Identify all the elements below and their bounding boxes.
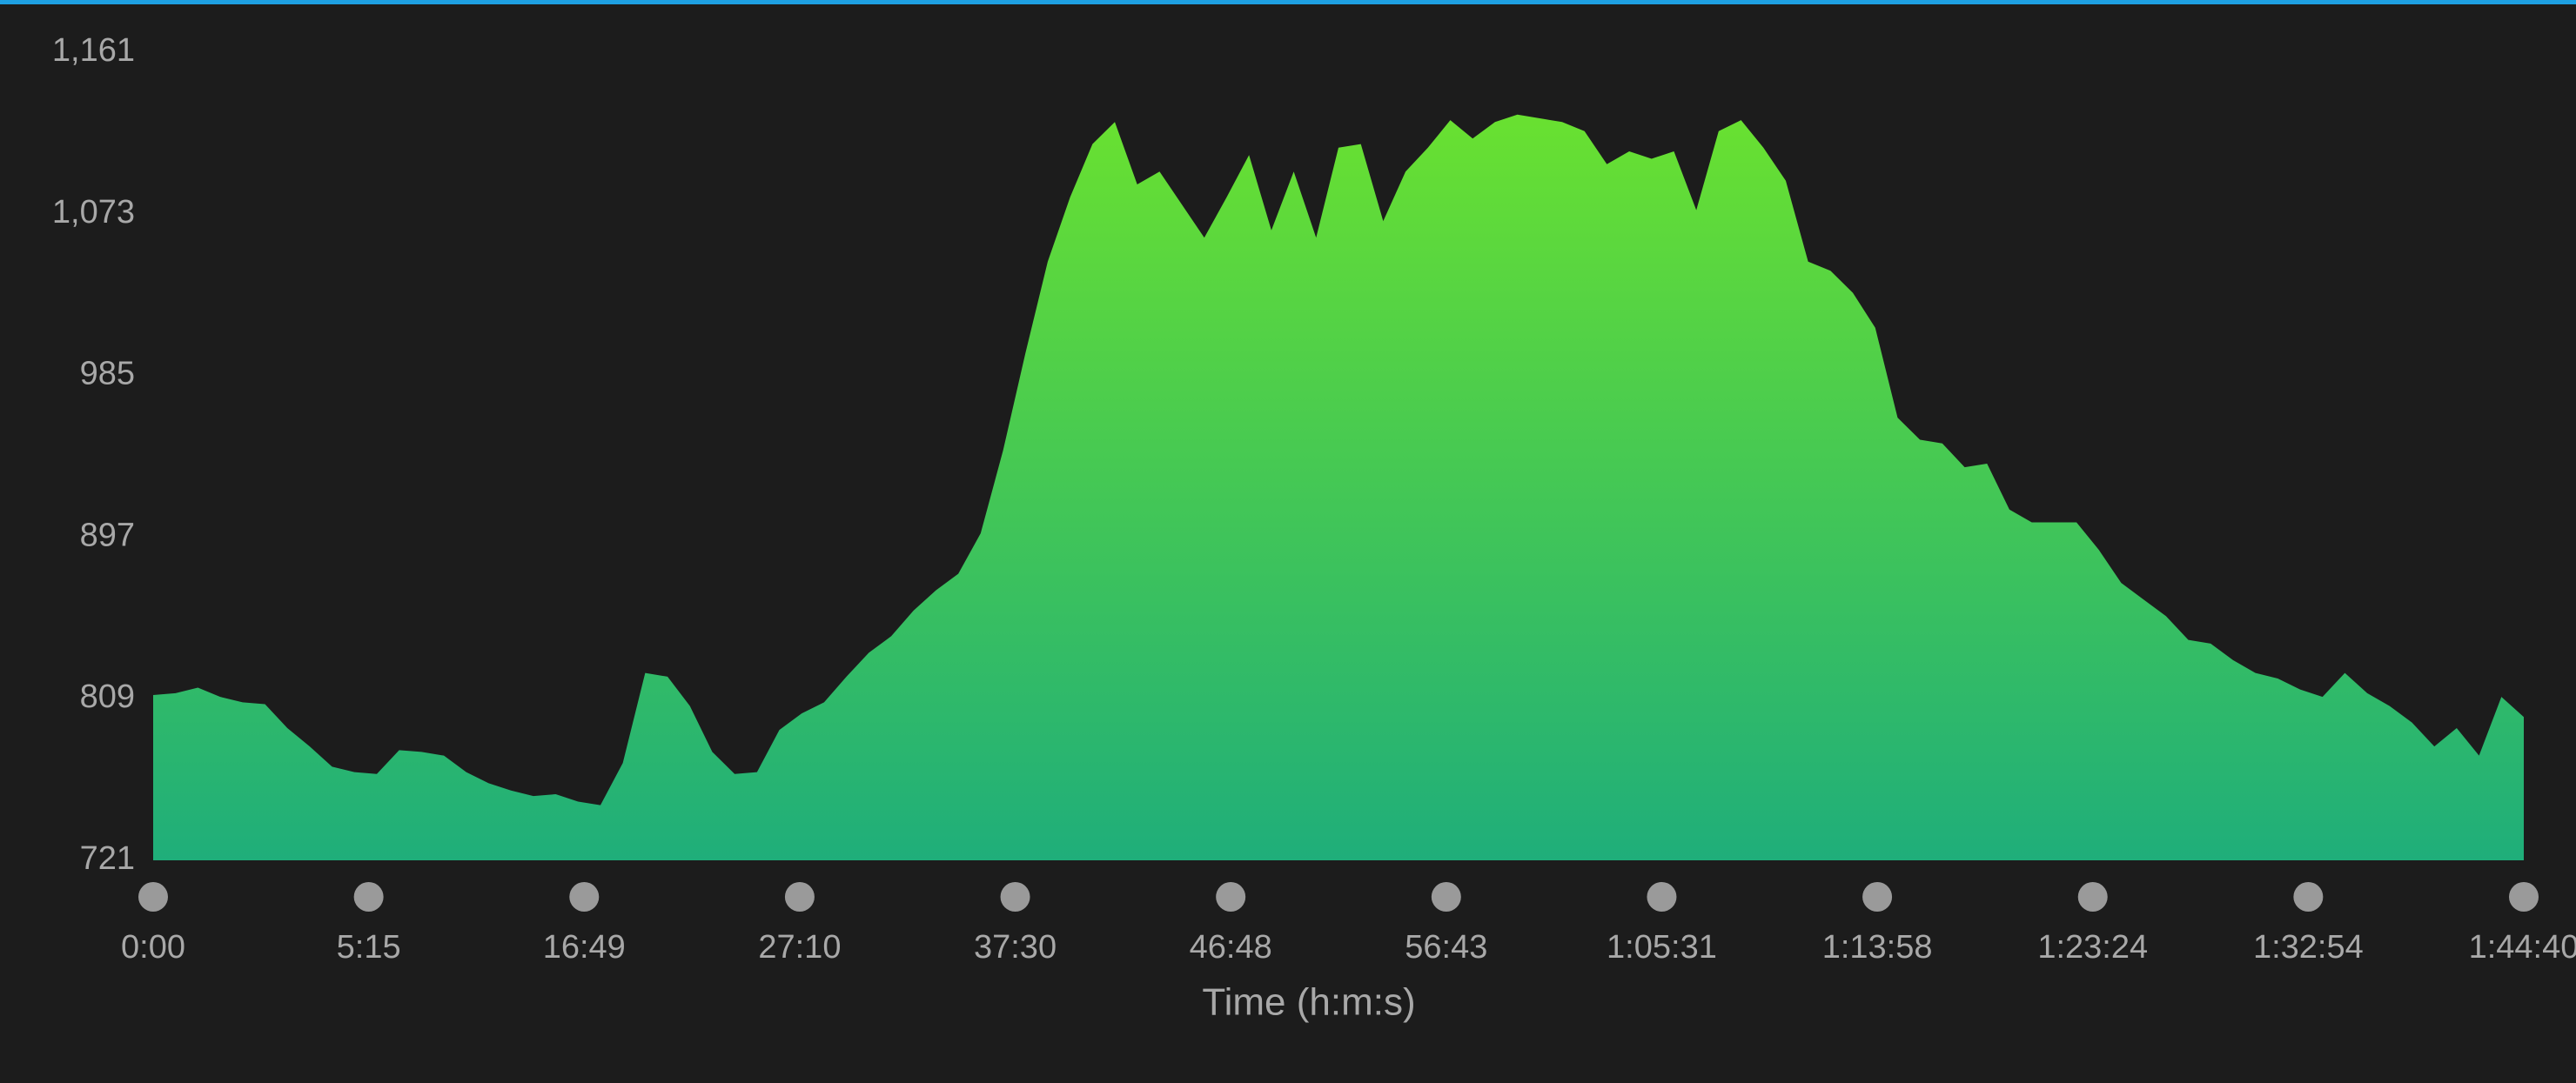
y-tick-label: 985 xyxy=(80,356,135,392)
x-tick-label: 46:48 xyxy=(1190,929,1272,966)
y-tick-label: 1,073 xyxy=(52,194,135,231)
x-marker xyxy=(2293,882,2324,912)
x-tick-label: 56:43 xyxy=(1405,929,1487,966)
x-marker xyxy=(1000,882,1030,912)
y-tick-label: 897 xyxy=(80,517,135,553)
x-axis-title: Time (h:m:s) xyxy=(1202,981,1415,1024)
x-tick-label: 1:13:58 xyxy=(1822,929,1933,966)
x-marker xyxy=(1431,882,1461,912)
x-marker xyxy=(1647,882,1677,912)
x-marker xyxy=(2509,882,2539,912)
x-marker xyxy=(1862,882,1893,912)
x-tick-label: 5:15 xyxy=(337,929,401,966)
x-tick-label: 1:32:54 xyxy=(2253,929,2364,966)
x-marker xyxy=(569,882,600,912)
x-marker xyxy=(1216,882,1246,912)
x-marker xyxy=(353,882,384,912)
x-tick-label: 27:10 xyxy=(758,929,841,966)
x-tick-label: 1:05:31 xyxy=(1607,929,1717,966)
x-marker xyxy=(784,882,815,912)
x-tick-label: 37:30 xyxy=(974,929,1057,966)
x-tick-label: 0:00 xyxy=(121,929,185,966)
x-marker xyxy=(2077,882,2108,912)
y-tick-label: 809 xyxy=(80,679,135,715)
y-tick-label: 721 xyxy=(80,840,135,877)
y-tick-label: 1,161 xyxy=(52,32,135,69)
top-accent xyxy=(0,0,2576,4)
x-tick-label: 16:49 xyxy=(543,929,626,966)
x-tick-label: 1:44:40 xyxy=(2469,929,2576,966)
x-marker xyxy=(138,882,168,912)
x-tick-label: 1:23:24 xyxy=(2037,929,2148,966)
area xyxy=(153,114,2524,861)
